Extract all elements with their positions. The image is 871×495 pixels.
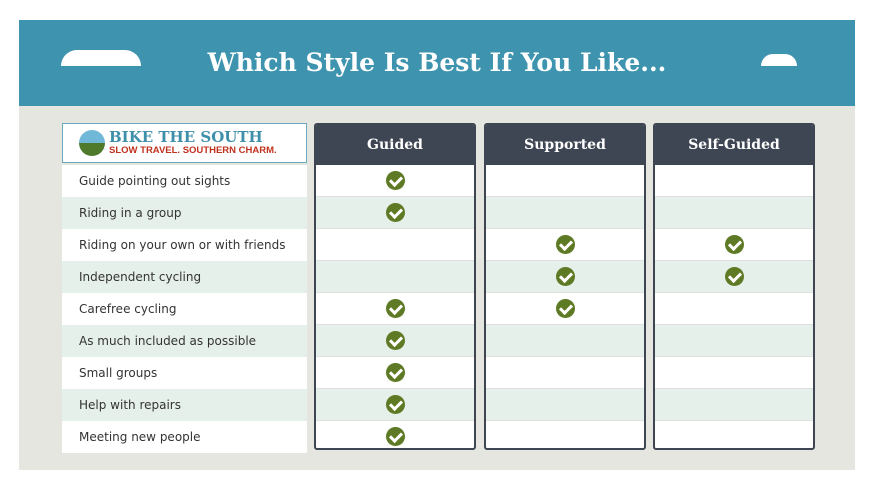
page-title: Which Style Is Best If You Like... <box>207 48 667 77</box>
check-icon <box>724 267 744 286</box>
table-cell <box>655 229 813 261</box>
table-cell <box>316 421 474 448</box>
row-label: Carefree cycling <box>62 293 307 325</box>
check-icon <box>555 299 575 318</box>
column-header: Self-Guided <box>655 125 813 165</box>
column-guided: Guided <box>314 123 476 450</box>
table-cell <box>655 389 813 421</box>
check-icon <box>385 203 405 222</box>
table-cell <box>486 357 644 389</box>
logo-globe-icon <box>79 130 105 156</box>
row-label: Independent cycling <box>62 261 307 293</box>
logo-name: BIKE THE SOUTH <box>109 128 263 146</box>
table-cell <box>655 165 813 197</box>
check-icon <box>555 267 575 286</box>
table-cell <box>316 325 474 357</box>
check-icon <box>385 427 405 446</box>
table-cell <box>486 389 644 421</box>
table-cell <box>316 357 474 389</box>
table-cell <box>486 197 644 229</box>
row-label: Riding in a group <box>62 197 307 229</box>
table-cell <box>486 421 644 448</box>
cloud-icon <box>761 54 797 66</box>
cloud-icon <box>61 50 141 66</box>
column-supported: Supported <box>484 123 646 450</box>
row-label: Small groups <box>62 357 307 389</box>
table-cell <box>655 293 813 325</box>
table-cell <box>316 261 474 293</box>
check-icon <box>724 235 744 254</box>
table-cell <box>486 165 644 197</box>
column-self-guided: Self-Guided <box>653 123 815 450</box>
row-label: Riding on your own or with friends <box>62 229 307 261</box>
column-header: Supported <box>486 125 644 165</box>
logo: BIKE THE SOUTH SLOW TRAVEL. SOUTHERN CHA… <box>62 123 307 163</box>
check-icon <box>385 299 405 318</box>
table-cell <box>486 261 644 293</box>
check-icon <box>385 171 405 190</box>
check-icon <box>385 363 405 382</box>
column-header: Guided <box>316 125 474 165</box>
check-icon <box>385 331 405 350</box>
row-label: As much included as possible <box>62 325 307 357</box>
table-cell <box>316 229 474 261</box>
table-cell <box>655 197 813 229</box>
check-icon <box>555 235 575 254</box>
check-icon <box>385 395 405 414</box>
table-cell <box>316 165 474 197</box>
row-label: Guide pointing out sights <box>62 165 307 197</box>
row-label: Help with repairs <box>62 389 307 421</box>
table-cell <box>655 421 813 448</box>
table-cell <box>486 325 644 357</box>
table-cell <box>655 261 813 293</box>
logo-tagline: SLOW TRAVEL. SOUTHERN CHARM. <box>109 145 277 156</box>
table-cell <box>655 325 813 357</box>
table-cell <box>316 293 474 325</box>
table-cell <box>316 197 474 229</box>
table-cell <box>486 293 644 325</box>
table-cell <box>316 389 474 421</box>
title-banner: Which Style Is Best If You Like... <box>19 20 855 106</box>
row-label: Meeting new people <box>62 421 307 453</box>
table-cell <box>655 357 813 389</box>
table-cell <box>486 229 644 261</box>
